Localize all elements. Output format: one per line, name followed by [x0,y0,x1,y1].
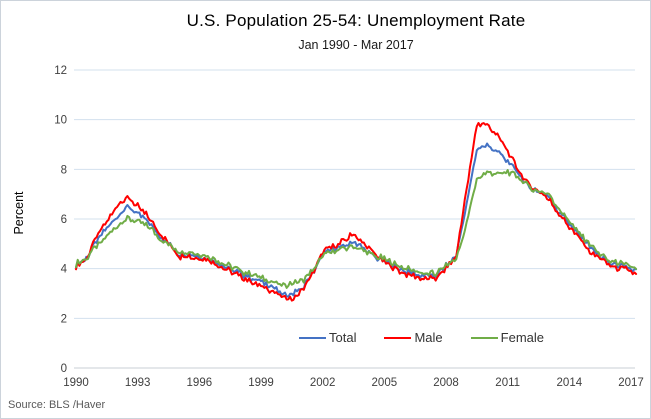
x-tick-label: 2008 [433,377,459,389]
y-tick-label: 4 [61,264,68,276]
chart-title: U.S. Population 25-54: Unemployment Rate [186,11,526,30]
legend-label-female: Female [500,330,545,345]
x-tick-label: 2017 [618,377,644,389]
x-tick-label: 1990 [63,377,89,389]
x-tick-label: 1996 [187,377,213,389]
source-note: Source: BLS /Haver [8,399,106,411]
x-tick-label: 2014 [557,377,583,389]
x-tick-label: 1999 [248,377,274,389]
y-tick-label: 12 [54,65,67,77]
legend-line-swatch-total [299,336,326,339]
legend-item-total: Total [299,330,356,345]
legend-line-swatch-male [384,336,412,339]
y-tick-label: 2 [61,313,67,325]
y-tick-label: 0 [61,363,67,375]
x-tick-label: 2002 [310,377,336,389]
x-tick-label: 2011 [495,377,520,389]
series-line-total [75,142,638,298]
legend: Total Male Female [299,330,544,345]
y-tick-label: 10 [54,115,67,127]
legend-item-female: Female [470,330,545,345]
y-tick-label: 8 [61,164,67,176]
x-tick-label: 2005 [372,377,398,389]
series-line-female [75,169,638,289]
legend-item-male: Male [384,330,443,345]
legend-label-male: Male [414,330,443,345]
chart-subtitle: Jan 1990 - Mar 2017 [298,38,414,52]
x-tick-label: 1993 [125,377,151,389]
legend-label-total: Total [329,330,357,345]
series-line-male [75,122,638,302]
legend-line-swatch-female [470,336,498,339]
y-tick-label: 6 [61,214,67,226]
